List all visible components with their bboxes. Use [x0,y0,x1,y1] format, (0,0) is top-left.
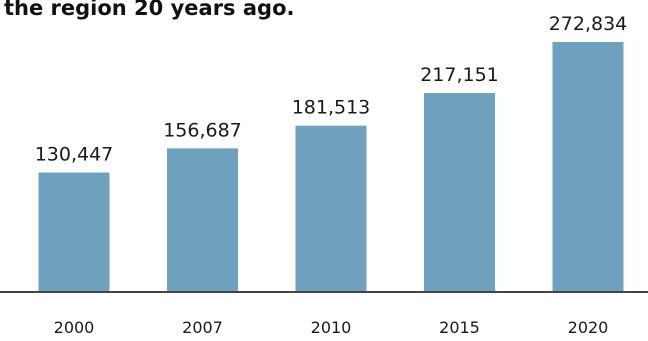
bar-2010 [295,125,367,292]
chart-title: the region 20 years ago. [4,0,295,20]
x-tick-labels-group: 2000 2007 2010 2015 2020 [54,318,609,337]
x-tick-label-2020: 2020 [568,318,609,337]
x-tick-label-2010: 2010 [311,318,352,337]
value-label-2010: 181,513 [292,97,371,119]
x-tick-label-2000: 2000 [54,318,95,337]
bar-2015 [424,93,495,292]
bar-2000 [38,172,110,292]
value-label-2007: 156,687 [163,119,242,141]
value-label-2020: 272,834 [549,13,628,35]
bar-2007 [167,148,238,292]
value-label-2015: 217,151 [420,64,499,86]
bar-2020 [552,42,624,292]
value-label-2000: 130,447 [35,144,114,166]
bars-group [38,42,624,292]
value-labels-group: 130,447 156,687 181,513 217,151 272,834 [35,13,628,166]
x-tick-label-2015: 2015 [439,318,480,337]
x-tick-label-2007: 2007 [182,318,223,337]
